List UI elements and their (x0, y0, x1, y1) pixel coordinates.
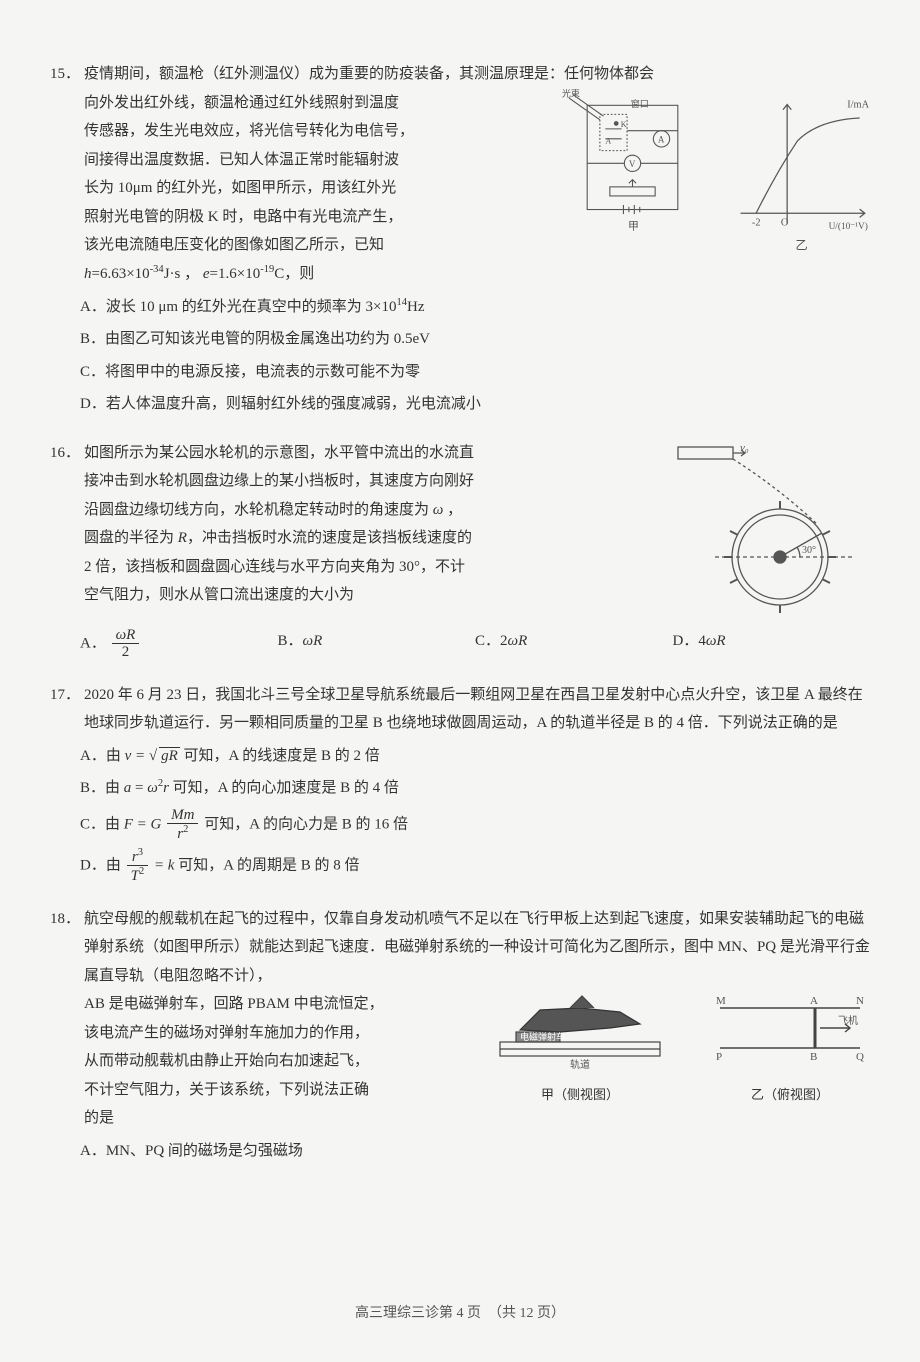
svg-text:B: B (810, 1051, 817, 1063)
q15-figure: K A 光束 窗口 A (560, 89, 870, 289)
q16-options: A． ωR2 B．ωR C．2ωR D．4ωR (80, 627, 870, 661)
q18-number: 18． (50, 905, 80, 934)
svg-text:K: K (621, 120, 627, 129)
q17-options: A．由 v = √gR 可知，A 的线速度是 B 的 2 倍 B．由 a = ω… (80, 742, 870, 885)
svg-text:P: P (716, 1051, 722, 1063)
q18-stem-top: 航空母舰的舰载机在起飞的过程中，仅靠自身发动机喷气不足以在飞行甲板上达到起飞速度… (84, 905, 870, 991)
svg-text:电磁弹射车: 电磁弹射车 (520, 1031, 565, 1042)
q18-fig-a: 电磁弹射车 轨道 (490, 990, 670, 1070)
q16-optB: B．ωR (278, 627, 476, 661)
svg-text:飞机: 飞机 (838, 1014, 858, 1027)
svg-text:Q: Q (856, 1051, 864, 1063)
q15-text: 疫情期间，额温枪（红外测温仪）成为重要的防疫装备，其测温原理是：任何物体都会 (84, 60, 870, 289)
svg-text:A: A (658, 134, 665, 144)
q15-circuit: K A 光束 窗口 A (560, 89, 705, 234)
question-15: 15． 疫情期间，额温枪（红外测温仪）成为重要的防疫装备，其测温原理是：任何物体… (50, 60, 870, 419)
q16-optD: D．4ωR (673, 627, 871, 661)
q17-optB: B．由 a = ω2r 可知，A 的向心加速度是 B 的 4 倍 (80, 774, 870, 803)
svg-text:N: N (856, 995, 864, 1007)
svg-text:O: O (781, 217, 789, 228)
q17-optC: C．由 F = G Mmr2 可知，A 的向心力是 B 的 16 倍 (80, 807, 870, 843)
q15-optA: A．波长 10 μm 的红外光在真空中的频率为 3×1014Hz (80, 293, 870, 322)
q15-graph: I/mA U/(10⁻¹V) -2 O 乙 (725, 89, 870, 255)
q17-number: 17． (50, 681, 80, 710)
question-18: 18． 航空母舰的舰载机在起飞的过程中，仅靠自身发动机喷气不足以在飞行甲板上达到… (50, 905, 870, 1166)
q15-cap1: 甲 (628, 220, 639, 232)
svg-text:A: A (810, 995, 818, 1007)
q18-cap2: 乙（俯视图） (710, 1083, 870, 1108)
q15-number: 15． (50, 60, 80, 89)
q17-stem: 2020 年 6 月 23 日，我国北斗三号全球卫星导航系统最后一颗组网卫星在西… (84, 681, 870, 738)
svg-text:A: A (605, 136, 611, 145)
q16-number: 16． (50, 439, 80, 468)
svg-text:V: V (629, 158, 636, 168)
q15-cap2: 乙 (795, 238, 807, 252)
q18-options: A．MN、PQ 间的磁场是匀强磁场 (80, 1137, 870, 1166)
q15-stem-top: 疫情期间，额温枪（红外测温仪）成为重要的防疫装备，其测温原理是：任何物体都会 (84, 60, 870, 89)
svg-text:轨道: 轨道 (570, 1058, 590, 1070)
svg-text:I/mA: I/mA (847, 99, 869, 110)
page-footer: 高三理综三诊第 4 页 （共 12 页） (0, 1302, 920, 1322)
q17-optD: D．由 r3T2 = k 可知，A 的周期是 B 的 8 倍 (80, 847, 870, 885)
svg-text:窗口: 窗口 (631, 98, 649, 109)
q16-figure: v₀ (670, 439, 870, 619)
q18-figure: 电磁弹射车 轨道 甲（侧视图） (490, 990, 870, 1107)
q16-optC: C．2ωR (475, 627, 673, 661)
q18-optA: A．MN、PQ 间的磁场是匀强磁场 (80, 1137, 870, 1166)
q18-cap1: 甲（侧视图） (490, 1083, 670, 1108)
q15-optC: C．将图甲中的电源反接，电流表的示数可能不为零 (80, 358, 870, 387)
question-16: 16． v₀ (50, 439, 870, 661)
q17-optA: A．由 v = √gR 可知，A 的线速度是 B 的 2 倍 (80, 742, 870, 771)
question-17: 17． 2020 年 6 月 23 日，我国北斗三号全球卫星导航系统最后一颗组网… (50, 681, 870, 885)
q15-optB: B．由图乙可知该光电管的阴极金属逸出功约为 0.5eV (80, 325, 870, 354)
svg-text:U/(10⁻¹V): U/(10⁻¹V) (829, 220, 868, 231)
q15-options: A．波长 10 μm 的红外光在真空中的频率为 3×1014Hz B．由图乙可知… (80, 293, 870, 419)
q15-optD: D．若人体温度升高，则辐射红外线的强度减弱，光电流减小 (80, 390, 870, 419)
q18-fig-b: M A N P B Q 飞机 (710, 990, 870, 1070)
svg-text:光束: 光束 (562, 89, 580, 98)
q16-optA: A． ωR2 (80, 627, 278, 661)
svg-text:-2: -2 (752, 217, 761, 228)
svg-text:M: M (716, 995, 726, 1007)
svg-text:30°: 30° (802, 545, 816, 556)
